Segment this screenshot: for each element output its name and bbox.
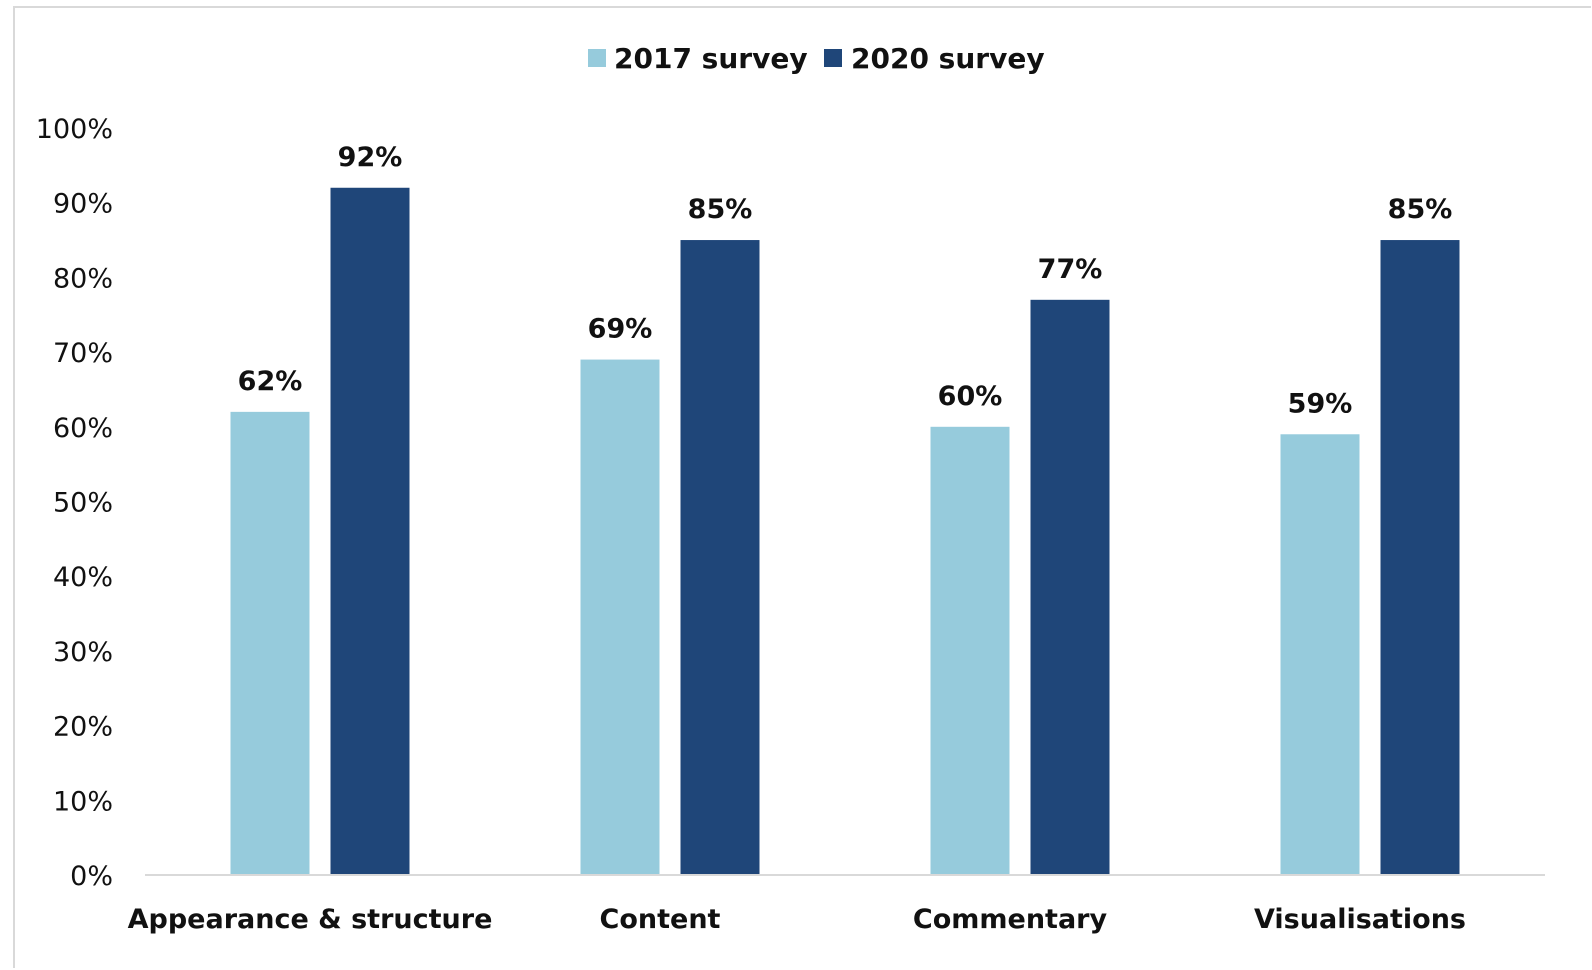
bar — [330, 187, 410, 875]
data-label: 77% — [1038, 254, 1103, 285]
legend-label: 2017 survey — [614, 42, 808, 75]
bar — [680, 240, 760, 876]
data-label: 69% — [588, 314, 653, 345]
legend-swatch — [588, 49, 606, 67]
bar — [930, 426, 1010, 875]
x-tick-label: Visualisations — [1254, 904, 1466, 935]
y-tick-label: 30% — [53, 637, 113, 668]
legend-swatch — [824, 49, 842, 67]
y-axis: 0% 10% 20% 30% 40% 50% 60% 70% 80% 90% 100% — [36, 114, 113, 892]
data-label: 62% — [238, 366, 303, 397]
y-tick-label: 60% — [53, 413, 113, 444]
legend: 2017 survey 2020 survey — [588, 42, 1045, 75]
chart-frame — [13, 6, 1591, 968]
data-label: 85% — [1388, 194, 1453, 225]
bar — [1380, 240, 1460, 876]
y-tick-label: 10% — [53, 786, 113, 817]
data-label: 59% — [1288, 388, 1353, 419]
data-label: 60% — [938, 381, 1003, 412]
x-tick-label: Commentary — [913, 904, 1108, 935]
data-label: 92% — [338, 142, 403, 173]
bars — [230, 187, 1460, 876]
y-tick-label: 70% — [53, 338, 113, 369]
bar — [1030, 299, 1110, 875]
y-tick-label: 100% — [36, 114, 113, 145]
y-tick-label: 50% — [53, 488, 113, 519]
x-tick-label: Appearance & structure — [128, 904, 493, 935]
bar — [580, 359, 660, 875]
x-axis: Appearance & structure Content Commentary V… — [128, 874, 1545, 935]
data-labels: 62% 92% 69% 85% 60% 77% 59% 85% — [238, 142, 1453, 420]
bar — [230, 411, 310, 875]
y-tick-label: 80% — [53, 263, 113, 294]
y-tick-label: 0% — [70, 861, 113, 892]
x-tick-label: Content — [600, 904, 721, 935]
bar — [1280, 434, 1360, 875]
y-tick-label: 90% — [53, 189, 113, 220]
legend-label: 2020 survey — [851, 42, 1045, 75]
y-tick-label: 40% — [53, 562, 113, 593]
y-tick-label: 20% — [53, 712, 113, 743]
data-label: 85% — [688, 194, 753, 225]
